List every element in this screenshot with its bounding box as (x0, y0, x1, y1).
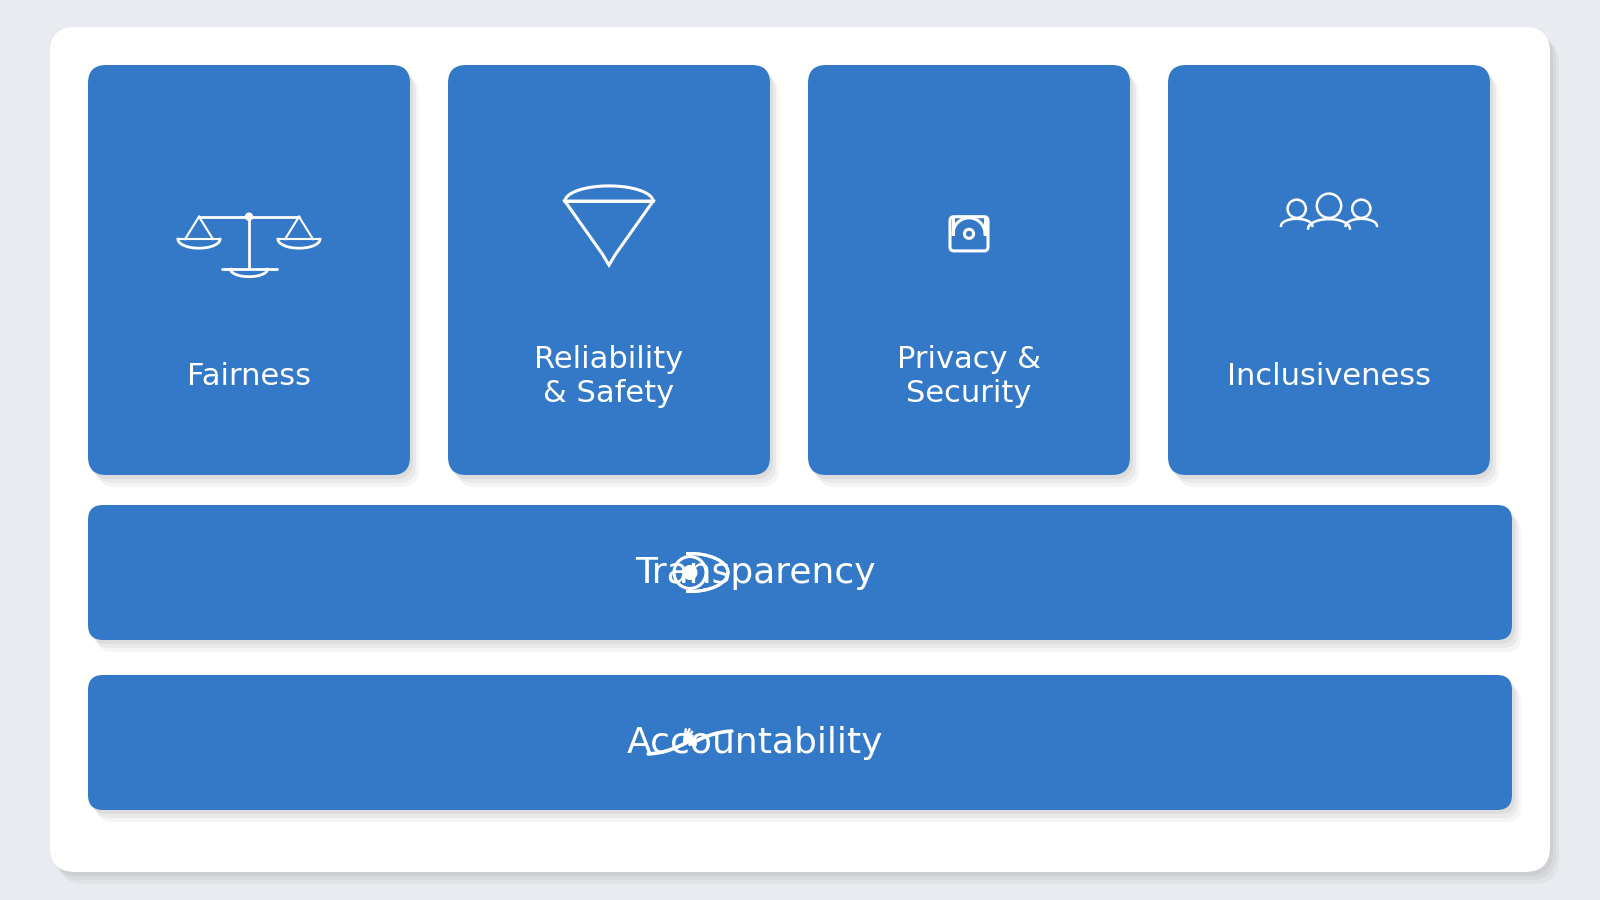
FancyBboxPatch shape (94, 73, 416, 483)
FancyBboxPatch shape (458, 77, 779, 487)
FancyBboxPatch shape (59, 39, 1558, 884)
FancyBboxPatch shape (91, 69, 413, 479)
FancyBboxPatch shape (53, 31, 1554, 876)
FancyBboxPatch shape (91, 509, 1515, 644)
FancyBboxPatch shape (98, 517, 1522, 652)
Text: Transparency: Transparency (635, 555, 875, 590)
FancyBboxPatch shape (50, 27, 1550, 872)
Text: Privacy &
Security: Privacy & Security (898, 346, 1042, 408)
FancyBboxPatch shape (454, 73, 776, 483)
Text: Inclusiveness: Inclusiveness (1227, 362, 1430, 392)
Text: Fairness: Fairness (187, 362, 310, 392)
FancyBboxPatch shape (814, 73, 1136, 483)
FancyBboxPatch shape (1168, 65, 1490, 475)
FancyBboxPatch shape (88, 65, 410, 475)
FancyBboxPatch shape (88, 505, 1512, 640)
FancyBboxPatch shape (818, 77, 1139, 487)
Text: Accountability: Accountability (627, 725, 883, 760)
FancyBboxPatch shape (1178, 77, 1499, 487)
FancyBboxPatch shape (88, 675, 1512, 810)
FancyBboxPatch shape (448, 65, 770, 475)
FancyBboxPatch shape (98, 687, 1522, 822)
FancyBboxPatch shape (1171, 69, 1493, 479)
FancyBboxPatch shape (94, 683, 1518, 818)
FancyBboxPatch shape (1174, 73, 1496, 483)
FancyBboxPatch shape (56, 35, 1555, 880)
FancyBboxPatch shape (91, 679, 1515, 814)
FancyBboxPatch shape (94, 513, 1518, 648)
FancyBboxPatch shape (98, 77, 419, 487)
FancyBboxPatch shape (808, 65, 1130, 475)
Circle shape (245, 213, 253, 220)
FancyBboxPatch shape (811, 69, 1133, 479)
FancyBboxPatch shape (451, 69, 773, 479)
Text: Reliability
& Safety: Reliability & Safety (534, 346, 683, 408)
Circle shape (683, 566, 698, 580)
